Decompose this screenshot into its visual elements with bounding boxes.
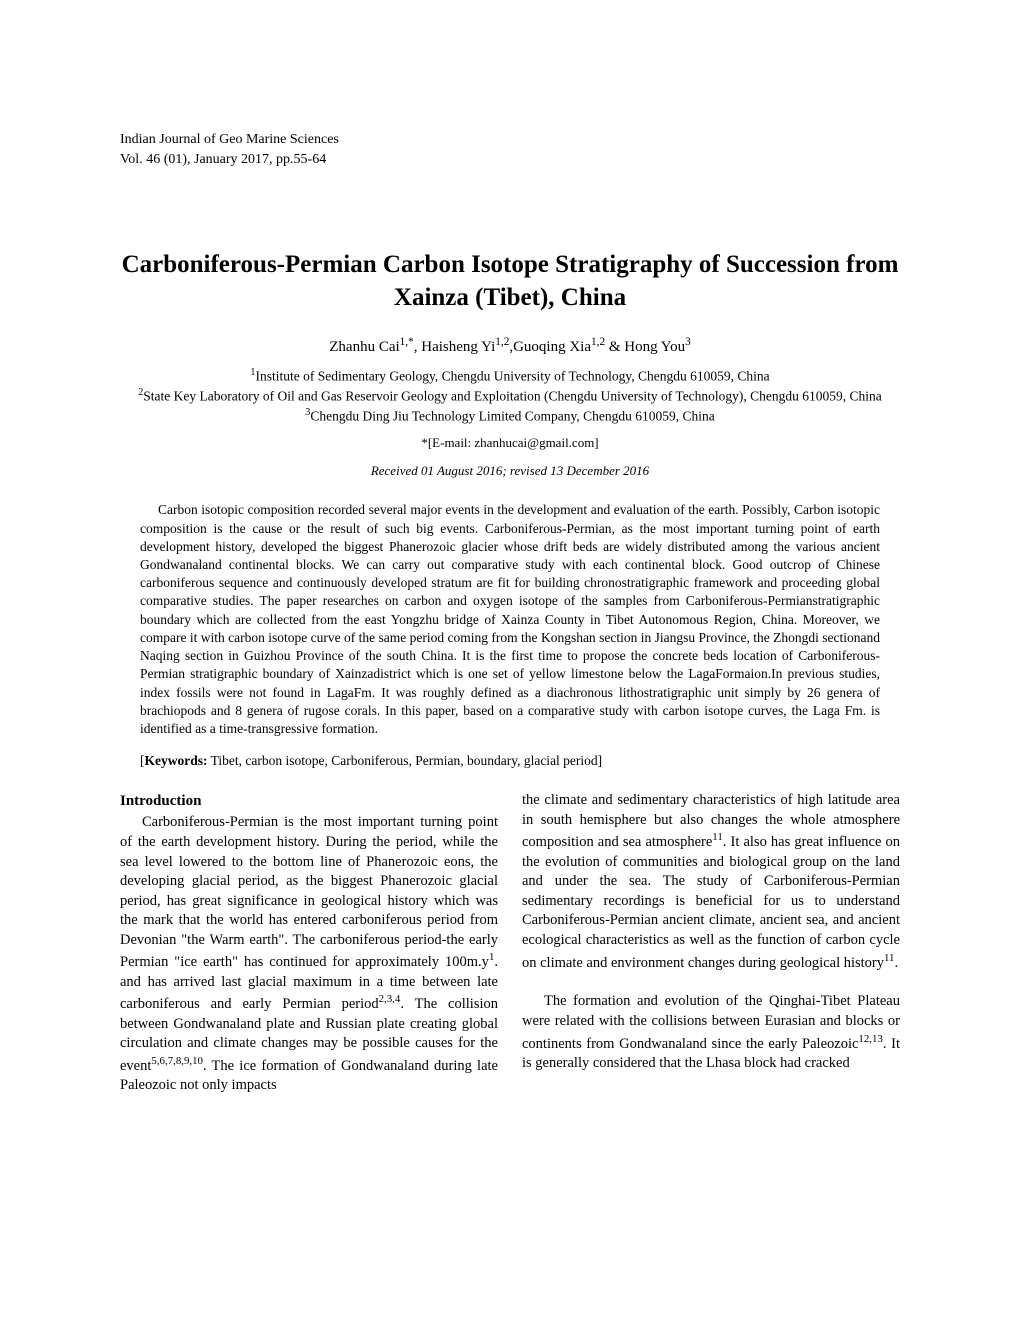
col1-para1: Carboniferous-Permian is the most import… (120, 813, 498, 1095)
affiliation-3: 3Chengdu Ding Jiu Technology Limited Com… (120, 406, 900, 426)
keywords-text: Tibet, carbon isotope, Carboniferous, Pe… (208, 753, 603, 768)
keywords: [Keywords: Tibet, carbon isotope, Carbon… (120, 753, 900, 769)
abstract: Carbon isotopic composition recorded sev… (120, 501, 900, 738)
body-columns: Introduction Carboniferous-Permian is th… (120, 791, 900, 1096)
journal-info: Indian Journal of Geo Marine Sciences Vo… (120, 130, 900, 169)
col2-para2: The formation and evolution of the Qingh… (522, 992, 900, 1073)
paper-title: Carboniferous-Permian Carbon Isotope Str… (120, 249, 900, 314)
affiliation-2: 2State Key Laboratory of Oil and Gas Res… (120, 386, 900, 406)
affiliations: 1Institute of Sedimentary Geology, Cheng… (120, 366, 900, 425)
column-right: the climate and sedimentary characterist… (522, 791, 900, 1096)
keywords-label: Keywords: (145, 753, 208, 768)
intro-heading: Introduction (120, 791, 498, 811)
affiliation-1: 1Institute of Sedimentary Geology, Cheng… (120, 366, 900, 386)
authors: Zhanhu Cai1,*, Haisheng Yi1,2,Guoqing Xi… (120, 336, 900, 356)
journal-name: Indian Journal of Geo Marine Sciences (120, 130, 900, 150)
column-left: Introduction Carboniferous-Permian is th… (120, 791, 498, 1096)
received-dates: Received 01 August 2016; revised 13 Dece… (120, 463, 900, 479)
journal-volume: Vol. 46 (01), January 2017, pp.55-64 (120, 150, 900, 170)
corresponding-email: *[E-mail: zhanhucai@gmail.com] (120, 435, 900, 451)
col2-para1: the climate and sedimentary characterist… (522, 791, 900, 973)
